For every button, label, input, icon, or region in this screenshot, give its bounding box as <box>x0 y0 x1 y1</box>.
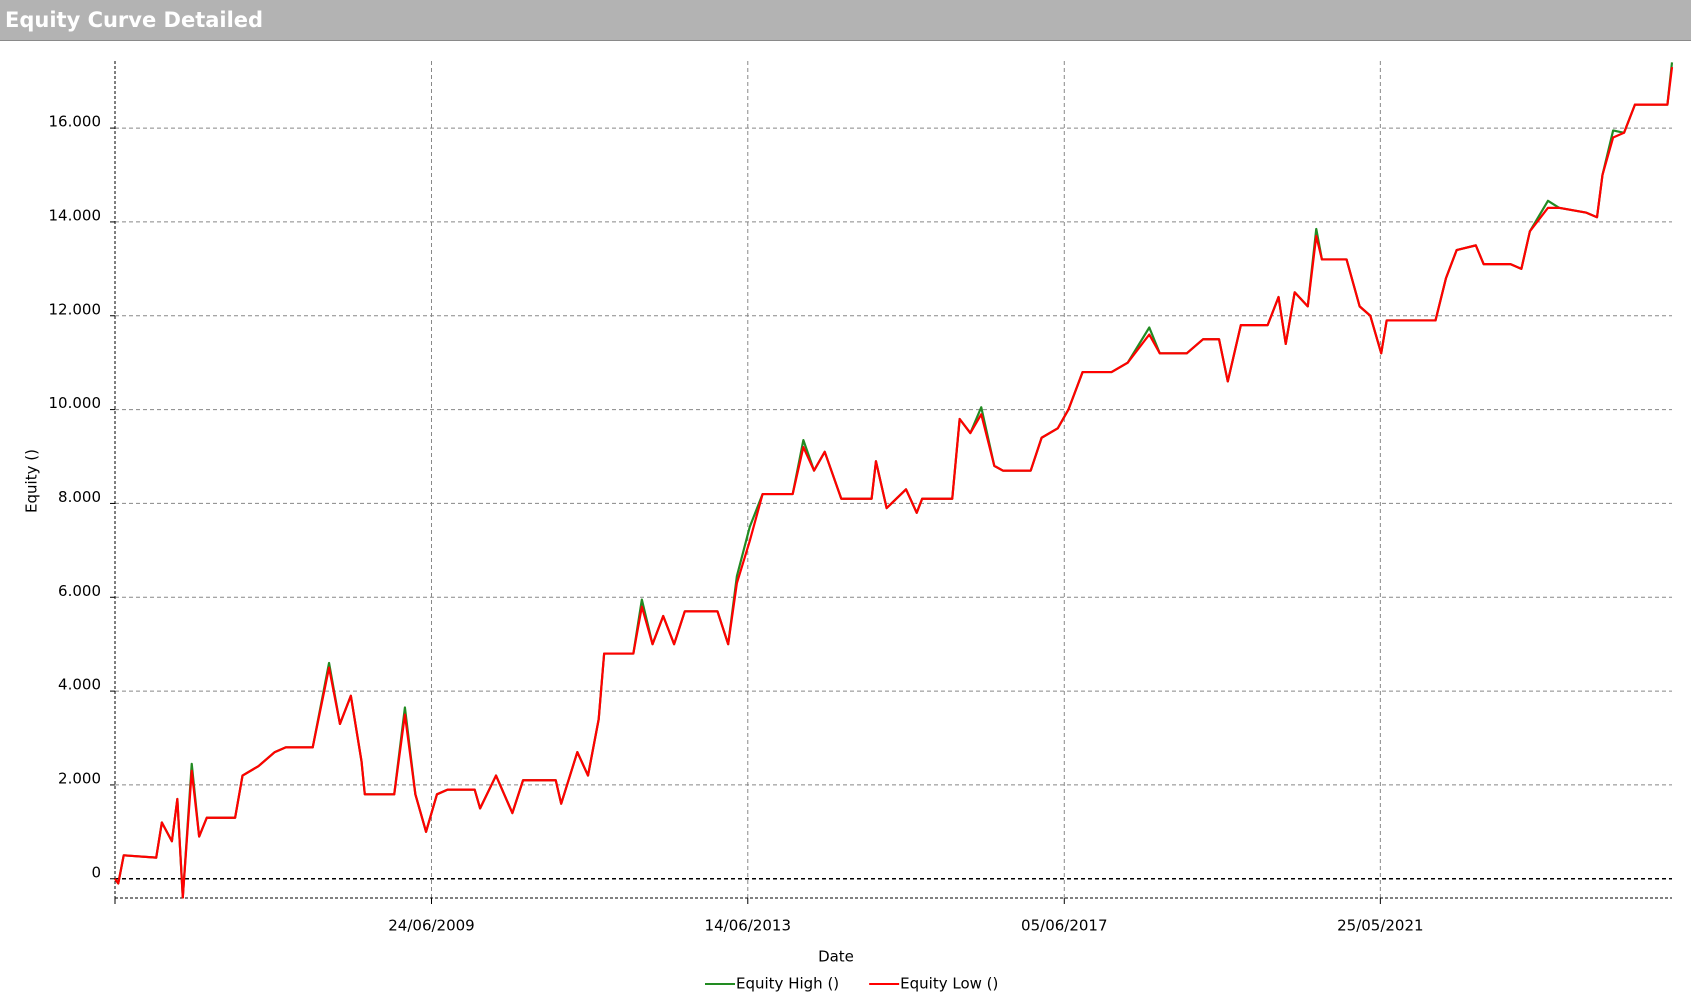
y-tick-label: 0 <box>91 863 101 881</box>
y-tick-label: 4.000 <box>58 676 101 694</box>
x-tick-label: 05/06/2017 <box>1021 917 1107 935</box>
y-tick-label: 16.000 <box>49 113 102 131</box>
x-tick-label: 24/06/2009 <box>388 917 474 935</box>
x-tick-label: 14/06/2013 <box>705 917 791 935</box>
y-tick-label: 8.000 <box>58 488 101 506</box>
x-axis-label: Date <box>818 948 854 966</box>
legend-label: Equity Low () <box>900 975 998 993</box>
chart: Date Equity () 0 2.000 4.000 6.000 8.000 10.0… <box>23 61 1674 993</box>
series-line <box>114 62 1674 899</box>
y-tick-label: 6.000 <box>58 582 101 600</box>
series-line <box>114 66 1674 899</box>
x-tick-label: 25/05/2021 <box>1337 917 1423 935</box>
panel-title: Equity Curve Detailed <box>0 0 1691 41</box>
y-tick-label: 12.000 <box>49 300 102 318</box>
y-tick-label: 10.000 <box>49 394 102 412</box>
legend-label: Equity High () <box>736 975 839 993</box>
y-axis-label: Equity () <box>23 449 41 513</box>
y-tick-label: 14.000 <box>49 206 102 224</box>
y-tick-label: 2.000 <box>58 769 101 787</box>
